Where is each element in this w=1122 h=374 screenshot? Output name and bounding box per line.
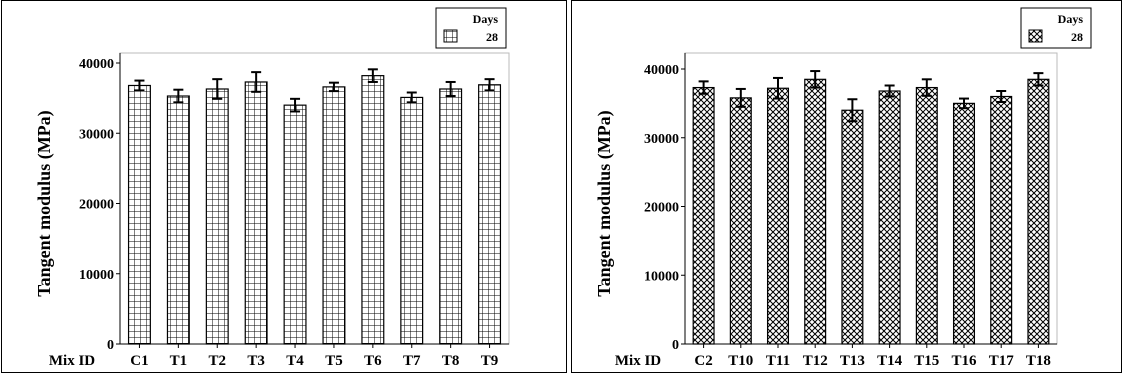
left-x-tick-label-t7: T7	[403, 353, 421, 369]
left-bar-t1	[166, 95, 190, 345]
left-bar-t4	[283, 104, 307, 345]
right-bar-t16	[952, 102, 976, 345]
left-chart-svg: 0 10000 20000 30000 40000 Tangent modulus (MP…	[34, 7, 510, 369]
right-x-axis-label: Mix ID	[615, 353, 661, 369]
right-chart-panel: 0 10000 20000 30000 40000 Tangent modulus (MP…	[571, 0, 1122, 373]
left-bar-t3	[244, 81, 268, 345]
left-legend-title: Days	[473, 12, 499, 26]
right-chart-svg: 0 10000 20000 30000 40000 Tangent modulus (MP…	[594, 7, 1092, 369]
left-x-tick-label-t5: T5	[325, 353, 343, 369]
right-y-tick-label: 20000	[644, 201, 679, 216]
right-bar-t12	[804, 78, 827, 345]
left-x-tick-label-c1: C1	[130, 353, 148, 369]
left-chart-panel: 0 10000 20000 30000 40000 Tangent modulus (MP…	[1, 0, 567, 373]
left-y-axis-label: Tangent modulus (MPa)	[34, 110, 55, 296]
left-y-tick-label: 10000	[79, 268, 114, 283]
left-y-tick-label: 40000	[79, 57, 114, 72]
left-y-tick-label: 20000	[79, 198, 114, 213]
right-legend-title: Days	[1058, 12, 1084, 26]
left-x-tick-label-t6: T6	[364, 353, 382, 369]
left-y-tick-label: 30000	[79, 127, 114, 142]
right-x-tick-label-t16: T16	[951, 353, 977, 369]
right-bar-t18	[1027, 78, 1050, 345]
left-legend-swatch	[443, 29, 458, 43]
right-x-tick-label-t14: T14	[877, 353, 903, 369]
right-y-tick-label: 40000	[644, 63, 679, 78]
left-x-tick-label-t4: T4	[286, 353, 304, 369]
right-x-tick-label-t12: T12	[803, 353, 828, 369]
right-y-tick-label: 10000	[644, 269, 679, 284]
right-bar-t14	[878, 90, 901, 345]
right-legend-swatch	[1028, 29, 1043, 43]
left-x-tick-label-t2: T2	[208, 353, 226, 369]
right-bar-t13	[841, 109, 864, 345]
left-bar-c1	[127, 84, 151, 345]
right-bar-t17	[990, 95, 1013, 345]
right-bar-c2	[692, 86, 715, 345]
right-legend-box	[1020, 7, 1092, 49]
left-x-tick-label-t8: T8	[442, 353, 460, 369]
left-legend-series-label: 28	[486, 30, 498, 44]
left-x-tick-label-t3: T3	[247, 353, 265, 369]
left-x-tick-label-t9: T9	[481, 353, 499, 369]
right-x-tick-label-t11: T11	[766, 353, 790, 369]
right-x-tick-label-t18: T18	[1026, 353, 1051, 369]
right-y-axis-label: Tangent modulus (MPa)	[594, 110, 615, 296]
left-y-tick-label: 0	[107, 338, 114, 353]
right-x-tick-label-t17: T17	[989, 353, 1015, 369]
right-x-tick-label-t13: T13	[840, 353, 865, 369]
left-bar-t8	[439, 88, 463, 345]
left-bar-t9	[478, 84, 502, 345]
right-y-tick-label: 30000	[644, 132, 679, 147]
left-x-tick-label-t1: T1	[170, 353, 188, 369]
right-x-tick-label-t10: T10	[728, 353, 753, 369]
left-bar-t6	[361, 75, 385, 345]
right-y-tick-label: 0	[672, 338, 679, 353]
right-legend-series-label: 28	[1071, 30, 1083, 44]
left-x-axis-label: Mix ID	[49, 353, 95, 369]
right-x-tick-label-t15: T15	[914, 353, 939, 369]
left-bar-t5	[322, 86, 346, 345]
left-bar-t7	[400, 96, 424, 345]
right-bar-t10	[729, 97, 752, 345]
right-bar-t15	[915, 86, 938, 345]
right-bar-t11	[766, 87, 790, 345]
right-x-tick-label-c2: C2	[694, 353, 712, 369]
left-bar-t2	[205, 88, 229, 345]
